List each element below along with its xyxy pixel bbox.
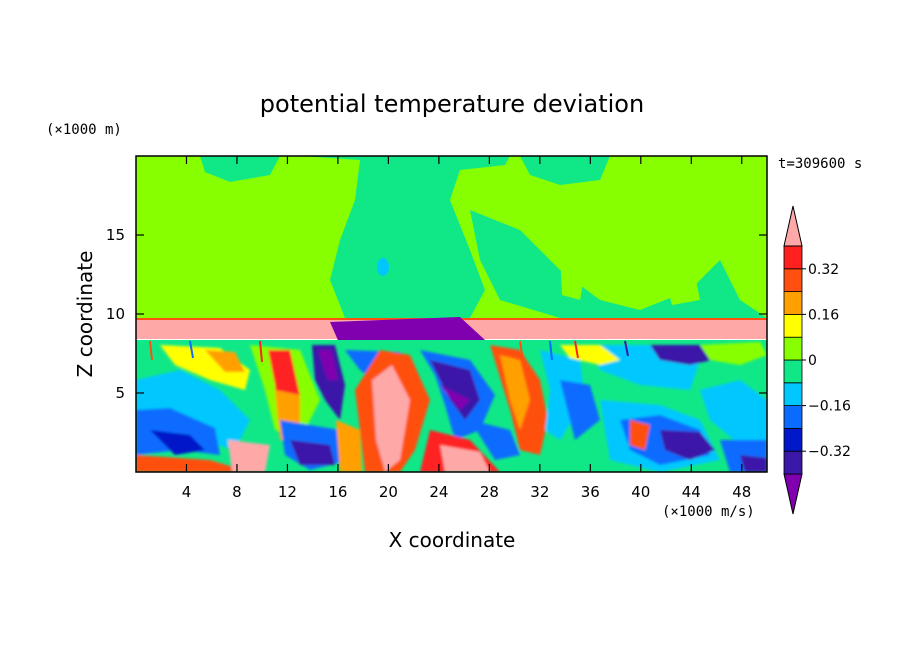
x-tick-label: 28 [480, 483, 499, 501]
colorbar-extend-high [783, 205, 803, 247]
colorbar: −0.32 −0.16 0 0.16 0.32 [783, 205, 851, 515]
chart-title: potential temperature deviation [260, 90, 644, 118]
y-tick-label: 10 [106, 305, 125, 323]
x-tick-label: 40 [631, 483, 650, 501]
colorbar-label: −0.16 [808, 399, 851, 415]
x-tick-label: 20 [379, 483, 398, 501]
y-tick-label: 15 [106, 226, 125, 244]
y-unit-label: (×1000 m) [46, 122, 122, 138]
colorbar-swatch [783, 450, 803, 475]
x-tick-label: 24 [429, 483, 448, 501]
colorbar-swatch [783, 313, 803, 338]
x-tick-label: 32 [530, 483, 549, 501]
y-tick-label: 5 [115, 384, 125, 402]
x-axis-label: X coordinate [389, 528, 516, 552]
colorbar-swatch [783, 268, 803, 292]
y-axis-label: Z coordinate [73, 251, 97, 378]
colorbar-swatch [783, 291, 803, 315]
colorbar-label: 0 [808, 353, 817, 369]
time-label: t=309600 s [778, 156, 862, 172]
colorbar-label: 0.32 [808, 262, 839, 278]
colorbar-swatch [783, 245, 803, 270]
x-tick-label: 36 [581, 483, 600, 501]
x-unit-label: (×1000 m/s) [662, 504, 755, 520]
x-tick-label: 48 [732, 483, 751, 501]
x-tick-label: 8 [232, 483, 242, 501]
colorbar-label: −0.32 [808, 444, 851, 460]
colorbar-swatch [783, 336, 803, 361]
colorbar-swatch [783, 427, 803, 452]
x-tick-label: 4 [182, 483, 192, 501]
colorbar-swatch [783, 359, 803, 384]
colorbar-label: 0.16 [808, 307, 839, 323]
x-tick-label: 16 [328, 483, 347, 501]
x-tick-label: 44 [682, 483, 701, 501]
y-axis: 5 10 15 [106, 226, 767, 402]
colorbar-swatch [783, 382, 803, 406]
x-axis: 4 8 12 16 20 24 28 32 36 40 44 48 [182, 156, 751, 501]
x-tick-label: 12 [278, 483, 297, 501]
colorbar-extend-low [783, 473, 803, 515]
colorbar-swatch [783, 405, 803, 429]
plot-area [136, 156, 767, 472]
